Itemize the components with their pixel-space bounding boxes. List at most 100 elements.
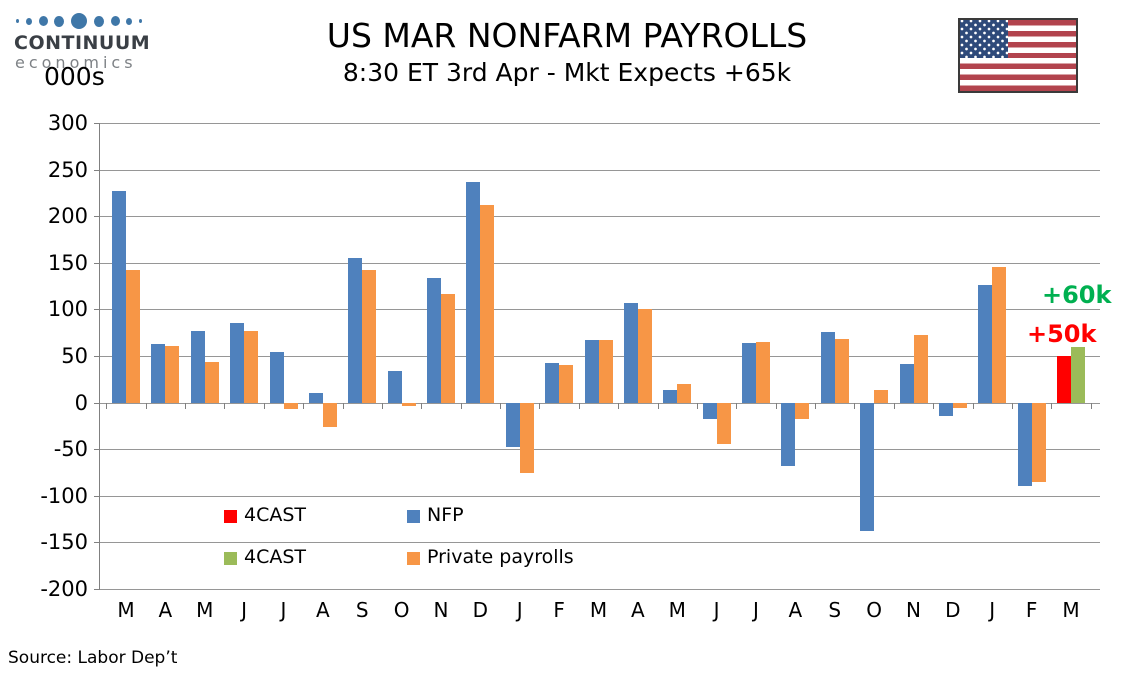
y-axis-line xyxy=(99,123,100,590)
legend-label-private-payrolls: Private payrolls xyxy=(427,546,574,568)
bar-nfp-f23 xyxy=(1017,402,1032,487)
x-tick-mark xyxy=(106,402,108,409)
y-tick-label: -150 xyxy=(40,530,88,555)
bar-private-payrolls-m12 xyxy=(598,340,613,403)
bar-nfp-d9 xyxy=(466,181,481,403)
bar-private-payrolls-s18 xyxy=(834,339,849,403)
legend-swatch-nfp xyxy=(407,510,420,523)
bar-nfp-j22 xyxy=(978,285,993,403)
bar-private-payrolls-f23 xyxy=(1031,402,1046,482)
x-tick-label: F xyxy=(553,598,565,622)
y-tick-mark xyxy=(94,169,100,171)
annotation-red-50k: +50k xyxy=(1027,320,1097,348)
x-tick-mark xyxy=(578,402,580,409)
y-tick-label: -100 xyxy=(40,483,88,508)
legend-swatch-4cast-private xyxy=(224,552,237,565)
y-tick-label: 0 xyxy=(74,390,88,415)
x-tick-mark xyxy=(775,402,777,409)
y-tick-label: -50 xyxy=(53,437,88,462)
x-tick-label: F xyxy=(1025,598,1038,622)
y-tick-label: 50 xyxy=(61,344,88,368)
y-tick-mark xyxy=(94,216,100,218)
bar-private-payrolls-o7 xyxy=(401,402,416,407)
title-block: US MAR NONFARM PAYROLLS 8:30 ET 3rd Apr … xyxy=(167,16,967,87)
x-tick-mark xyxy=(736,402,738,409)
x-tick-mark xyxy=(1011,402,1013,409)
y-tick-label: 250 xyxy=(47,157,88,182)
bar-nfp-m2 xyxy=(190,330,205,403)
x-tick-label: J xyxy=(280,598,287,622)
bar-nfp-s6 xyxy=(348,258,363,403)
x-tick-mark xyxy=(460,402,462,409)
bar-nfp-a5 xyxy=(308,393,323,403)
plot-area xyxy=(94,123,1100,590)
x-tick-mark xyxy=(224,402,226,409)
x-tick-label: N xyxy=(906,598,921,622)
logo-dots-icon xyxy=(16,12,142,30)
y-tick-mark xyxy=(94,262,100,264)
bar-private-payrolls-j4 xyxy=(283,402,298,410)
x-tick-label: A xyxy=(631,598,645,622)
y-tick-mark xyxy=(94,356,100,357)
x-tick-mark xyxy=(145,402,147,409)
gridline xyxy=(100,169,1100,171)
bar-4cast-nfp-m24 xyxy=(1057,356,1071,403)
x-tick-label: J xyxy=(989,598,996,622)
bar-private-payrolls-j10 xyxy=(519,402,534,474)
y-tick-mark xyxy=(94,402,100,404)
x-tick-label: N xyxy=(433,598,449,622)
bar-nfp-a13 xyxy=(623,302,638,403)
y-axis-labels: 300 250 200 150 100 50 0 -50 -100 -150 -200 xyxy=(0,112,88,600)
gridline xyxy=(100,542,1100,544)
bar-nfp-m14 xyxy=(663,390,678,403)
gridline xyxy=(100,262,1100,264)
y-tick-label: 100 xyxy=(47,297,88,322)
gridline xyxy=(100,449,1100,451)
bar-nfp-a1 xyxy=(151,343,166,403)
x-tick-mark xyxy=(421,402,423,409)
bar-nfp-m0 xyxy=(112,191,126,403)
logo-text-continuum: CONTINUUM xyxy=(14,32,151,54)
x-tick-label: D xyxy=(472,598,489,622)
x-tick-label: S xyxy=(828,598,842,622)
bar-private-payrolls-a1 xyxy=(165,345,180,403)
bar-private-payrolls-s6 xyxy=(362,270,377,403)
x-tick-mark xyxy=(185,402,187,409)
us-flag-icon xyxy=(958,18,1078,93)
chart-subtitle: 8:30 ET 3rd Apr - Mkt Expects +65k xyxy=(342,58,792,87)
x-tick-label: A xyxy=(316,598,330,622)
legend-label-nfp: NFP xyxy=(427,504,464,526)
x-tick-label: O xyxy=(393,598,410,622)
x-tick-label: M xyxy=(117,598,135,622)
x-tick-label: M xyxy=(196,598,214,622)
chart-title: US MAR NONFARM PAYROLLS xyxy=(326,16,808,55)
y-tick-label: 200 xyxy=(47,204,88,229)
bar-nfp-f11 xyxy=(545,363,560,403)
y-axis-units-label: 000s xyxy=(44,62,105,91)
bar-private-payrolls-m14 xyxy=(677,383,692,403)
x-tick-label: M xyxy=(668,598,686,622)
bar-nfp-j15 xyxy=(702,402,717,420)
x-tick-label: M xyxy=(1062,598,1080,622)
x-tick-mark xyxy=(933,402,935,409)
x-tick-mark xyxy=(1051,402,1053,409)
x-tick-mark xyxy=(657,402,659,409)
x-tick-label: D xyxy=(945,598,961,622)
gridline xyxy=(100,402,1100,404)
legend-label-4cast-private: 4CAST xyxy=(244,546,307,568)
bar-private-payrolls-a17 xyxy=(795,402,810,420)
bar-nfp-j10 xyxy=(505,402,520,448)
x-tick-mark xyxy=(815,402,817,409)
bar-nfp-j16 xyxy=(742,342,756,403)
x-tick-mark xyxy=(381,402,383,409)
x-tick-mark xyxy=(539,402,541,409)
logo-text-economics: economics xyxy=(15,53,137,72)
bar-private-payrolls-n20 xyxy=(913,335,928,403)
x-tick-mark xyxy=(342,402,344,409)
legend-label-4cast-nfp: 4CAST xyxy=(244,504,307,526)
bar-private-payrolls-o19 xyxy=(874,390,889,403)
x-tick-label: J xyxy=(713,598,720,622)
x-tick-mark xyxy=(893,402,895,409)
x-tick-label: S xyxy=(355,598,369,622)
